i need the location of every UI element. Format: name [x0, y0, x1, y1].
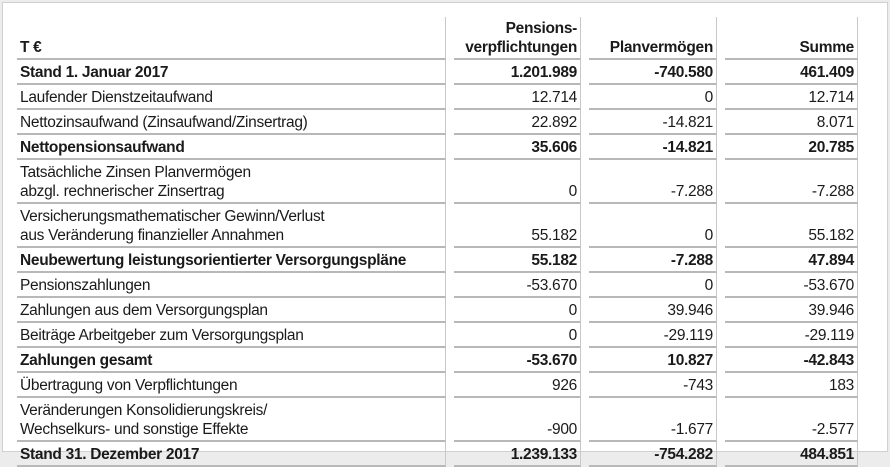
table-row: Zahlungen aus dem Versorgungsplan 0 39.946… — [17, 298, 858, 323]
row-label: Laufender Dienstzeitaufwand — [17, 85, 446, 110]
row-label-line: Beiträge Arbeitgeber zum Versorgungsplan — [20, 327, 304, 344]
table-row: Beiträge Arbeitgeber zum Versorgungsplan… — [17, 323, 858, 348]
pensionsverpflichtungen-value: 55.182 — [454, 248, 581, 273]
row-label: Pensionszahlungen — [17, 273, 446, 298]
row-label-line: aus Veränderung finanzieller Annahmen — [20, 227, 284, 244]
planvermoegen-value: 0 — [589, 204, 717, 248]
table-header-row: T € Pensions-verpflichtungen Planvermöge… — [17, 17, 858, 60]
table-row: Laufender Dienstzeitaufwand 12.714 0 12.714 — [17, 85, 858, 110]
row-label-line: Nettozinsaufwand (Zinsaufwand/Zinsertrag… — [20, 114, 308, 131]
summe-value: -42.843 — [725, 348, 858, 373]
planvermoegen-value: 0 — [589, 273, 717, 298]
row-label: Neubewertung leistungsorientierter Verso… — [17, 248, 446, 273]
table-row: Tatsächliche Zinsen Planvermögen abzgl. r… — [17, 160, 858, 204]
summe-value: 39.946 — [725, 298, 858, 323]
row-label-line: Zahlungen aus dem Versorgungsplan — [20, 302, 268, 319]
planvermoegen-value: -29.119 — [589, 323, 717, 348]
row-label-line: Versicherungsmathematischer Gewinn/Verlu… — [20, 208, 325, 225]
pensionsverpflichtungen-value: 926 — [454, 373, 581, 398]
pensionsverpflichtungen-value: 0 — [454, 160, 581, 204]
table-row: Übertragung von Verpflichtungen 926 -743 18… — [17, 373, 858, 398]
table-row: Nettozinsaufwand (Zinsaufwand/Zinsertrag… — [17, 110, 858, 135]
row-label-line: Wechselkurs- und sonstige Effekte — [20, 421, 249, 438]
row-label: Beiträge Arbeitgeber zum Versorgungsplan — [17, 323, 446, 348]
row-label-line: abzgl. rechnerischer Zinsertrag — [20, 183, 225, 200]
planvermoegen-value: -14.821 — [589, 135, 717, 160]
planvermoegen-value: 0 — [589, 85, 717, 110]
row-label: Nettozinsaufwand (Zinsaufwand/Zinsertrag… — [17, 110, 446, 135]
summe-value: 12.714 — [725, 85, 858, 110]
header-planvermoegen: Planvermögen — [589, 17, 717, 60]
summe-value: 461.409 — [725, 60, 858, 85]
summe-value: 8.071 — [725, 110, 858, 135]
header-col1-line1: Pensions- — [505, 20, 578, 37]
row-label: Stand 31. Dezember 2017 — [17, 442, 446, 467]
planvermoegen-value: 10.827 — [589, 348, 717, 373]
pensionsverpflichtungen-value: -900 — [454, 398, 581, 442]
table-row: Versicherungsmathematischer Gewinn/Verlu… — [17, 204, 858, 248]
row-label-line: Veränderungen Konsolidierungskreis/ — [20, 402, 268, 419]
pensionsverpflichtungen-value: 1.201.989 — [454, 60, 581, 85]
planvermoegen-value: -754.282 — [589, 442, 717, 467]
row-label: Übertragung von Verpflichtungen — [17, 373, 446, 398]
pensionsverpflichtungen-value: 55.182 — [454, 204, 581, 248]
planvermoegen-value: -740.580 — [589, 60, 717, 85]
header-summe: Summe — [725, 17, 858, 60]
summe-value: 55.182 — [725, 204, 858, 248]
row-label: Versicherungsmathematischer Gewinn/Verlu… — [17, 204, 446, 248]
row-label-line: Zahlungen gesamt — [20, 352, 153, 369]
table-row: Nettopensionsaufwand 35.606 -14.821 20.785 — [17, 135, 858, 160]
planvermoegen-value: -743 — [589, 373, 717, 398]
table-row: Stand 1. Januar 2017 1.201.989 -740.580 461… — [17, 60, 858, 85]
pensionsverpflichtungen-value: 0 — [454, 323, 581, 348]
planvermoegen-value: 39.946 — [589, 298, 717, 323]
row-label: Veränderungen Konsolidierungskreis/Wechs… — [17, 398, 446, 442]
table-row: Veränderungen Konsolidierungskreis/Wechs… — [17, 398, 858, 442]
header-pensionsverpflichtungen: Pensions-verpflichtungen — [454, 17, 581, 60]
row-label: Nettopensionsaufwand — [17, 135, 446, 160]
pensionsverpflichtungen-value: 1.239.133 — [454, 442, 581, 467]
header-col1-line2: verpflichtungen — [465, 39, 577, 56]
pensionsverpflichtungen-value: -53.670 — [454, 273, 581, 298]
summe-value: -29.119 — [725, 323, 858, 348]
table-row: Stand 31. Dezember 2017 1.239.133 -754.282… — [17, 442, 858, 467]
table-row: Pensionszahlungen -53.670 0 -53.670 — [17, 273, 858, 298]
row-label-line: Nettopensionsaufwand — [20, 139, 185, 156]
row-label-line: Pensionszahlungen — [20, 277, 151, 294]
row-label-line: Stand 31. Dezember 2017 — [20, 446, 200, 463]
table-row: Neubewertung leistungsorientierter Verso… — [17, 248, 858, 273]
planvermoegen-value: -14.821 — [589, 110, 717, 135]
pensionsverpflichtungen-value: 12.714 — [454, 85, 581, 110]
pensionsverpflichtungen-value: -53.670 — [454, 348, 581, 373]
row-label-line: Übertragung von Verpflichtungen — [20, 377, 238, 394]
row-label: Tatsächliche Zinsen Planvermögen abzgl. r… — [17, 160, 446, 204]
planvermoegen-value: -1.677 — [589, 398, 717, 442]
summe-value: -7.288 — [725, 160, 858, 204]
row-label: Zahlungen gesamt — [17, 348, 446, 373]
row-label-line: Laufender Dienstzeitaufwand — [20, 89, 213, 106]
table-row: Zahlungen gesamt -53.670 10.827 -42.843 — [17, 348, 858, 373]
summe-value: 47.894 — [725, 248, 858, 273]
row-label-line: Stand 1. Januar 2017 — [20, 64, 169, 81]
row-label: Zahlungen aus dem Versorgungsplan — [17, 298, 446, 323]
summe-value: 20.785 — [725, 135, 858, 160]
pensionsverpflichtungen-value: 0 — [454, 298, 581, 323]
summe-value: 183 — [725, 373, 858, 398]
summe-value: -2.577 — [725, 398, 858, 442]
planvermoegen-value: -7.288 — [589, 248, 717, 273]
header-unit: T € — [17, 17, 446, 60]
row-label-line: Tatsächliche Zinsen Planvermögen — [20, 164, 251, 181]
summe-value: 484.851 — [725, 442, 858, 467]
summe-value: -53.670 — [725, 273, 858, 298]
row-label: Stand 1. Januar 2017 — [17, 60, 446, 85]
row-label-line: Neubewertung leistungsorientierter Verso… — [20, 252, 407, 269]
pensionsverpflichtungen-value: 22.892 — [454, 110, 581, 135]
pension-table: T € Pensions-verpflichtungen Planvermöge… — [9, 17, 866, 467]
pensionsverpflichtungen-value: 35.606 — [454, 135, 581, 160]
planvermoegen-value: -7.288 — [589, 160, 717, 204]
